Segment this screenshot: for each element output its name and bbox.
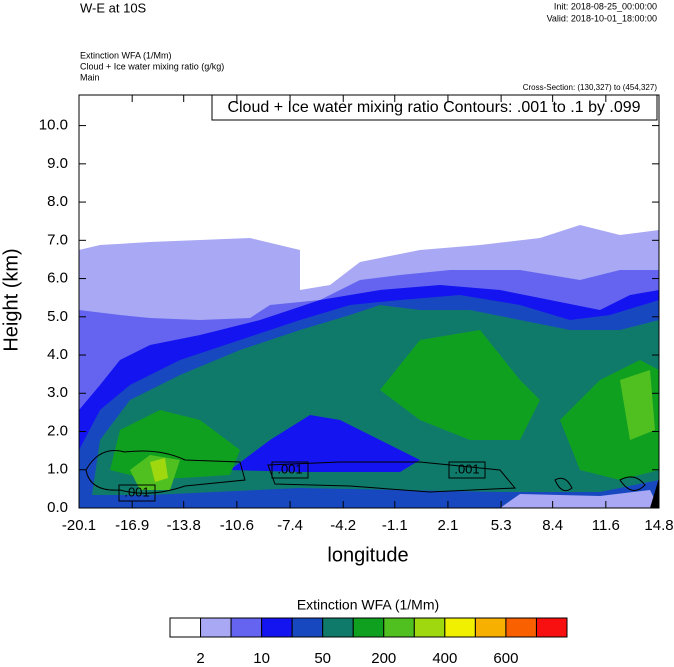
init-time: Init: 2018-08-25_00:00:00 <box>554 1 657 11</box>
x-tick-label: -20.1 <box>62 517 96 534</box>
y-tick-label: 4.0 <box>47 346 68 363</box>
colorbar-label: 600 <box>493 650 518 667</box>
y-tick-label: 1.0 <box>47 461 68 478</box>
y-tick-label: 5.0 <box>47 308 68 325</box>
colorbar-label: 400 <box>432 650 457 667</box>
x-tick-label: -1.1 <box>382 517 408 534</box>
y-tick-label: 10.0 <box>39 117 68 134</box>
y-axis-label: Height (km) <box>0 248 22 351</box>
colorbar-box <box>261 617 293 638</box>
colorbar-box <box>505 617 537 638</box>
contour-info: Cloud + Ice water mixing ratio Contours:… <box>227 99 640 116</box>
contour-label-box <box>118 484 156 502</box>
colorbar-box <box>444 617 476 638</box>
y-tick-label: 0.0 <box>47 499 68 516</box>
x-axis-label: longitude <box>327 544 408 566</box>
y-tick-label: 7.0 <box>47 231 68 248</box>
colorbar-box <box>291 617 324 638</box>
subtitle: Cloud + Ice water mixing ratio (g/kg) <box>80 61 224 71</box>
colorbar-label: 10 <box>253 650 270 667</box>
contour-fills <box>79 95 659 508</box>
colorbar-label: 200 <box>371 650 396 667</box>
x-tick-label: 5.3 <box>491 517 512 534</box>
colorbar-box <box>322 617 354 638</box>
y-tick-label: 3.0 <box>47 384 68 401</box>
x-tick-label: 11.6 <box>592 517 620 534</box>
x-tick-label: -4.2 <box>330 517 356 534</box>
x-tick-label: 8.4 <box>542 517 563 534</box>
colorbar-title: Extinction WFA (1/Mm) <box>297 597 439 613</box>
contour-label-box <box>448 461 486 479</box>
y-tick-label: 8.0 <box>47 193 68 210</box>
contour-label: .001 <box>124 484 149 499</box>
colorbar-box <box>200 617 232 638</box>
contour-info-box <box>211 94 658 121</box>
colorbar-label: 50 <box>314 650 331 667</box>
y-tick-label: 6.0 <box>47 270 68 287</box>
cross-section: Cross-Section: (130,327) to (454,327) <box>523 83 658 92</box>
contour-label: .001 <box>454 461 479 476</box>
colorbar-box <box>169 617 202 638</box>
colorbar-box <box>383 617 415 638</box>
subtitle: Main <box>80 72 100 82</box>
colorbar-box <box>230 617 263 638</box>
colorbar-box <box>413 617 446 638</box>
colorbar-box <box>535 617 568 638</box>
x-tick-label: -7.4 <box>277 517 303 534</box>
contour-label: .001 <box>277 461 302 476</box>
contour-label-box <box>271 461 309 479</box>
colorbar-label: 2 <box>196 650 204 667</box>
x-tick-label: -16.9 <box>115 517 149 534</box>
subtitle: Extinction WFA (1/Mm) <box>80 50 172 60</box>
colorbar-box <box>352 617 385 638</box>
x-tick-label: -13.8 <box>167 517 201 534</box>
y-tick-label: 2.0 <box>47 422 68 439</box>
x-tick-label: 2.1 <box>438 517 459 534</box>
x-tick-label: 14.8 <box>644 517 673 534</box>
x-tick-label: -10.6 <box>220 517 254 534</box>
y-tick-label: 9.0 <box>47 155 68 172</box>
colorbar-box <box>474 617 507 638</box>
chart-title: W-E at 10S <box>80 0 147 15</box>
valid-time: Valid: 2018-10-01_18:00:00 <box>547 13 657 23</box>
